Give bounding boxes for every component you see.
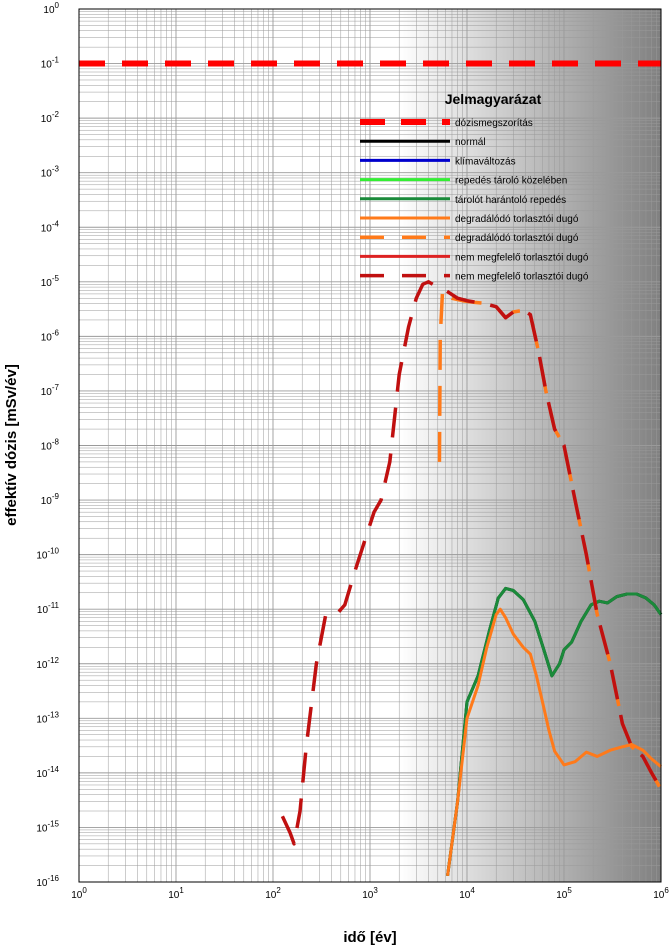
y-tick-label: 10-9 <box>41 492 60 507</box>
legend-label: tárolót harántoló repedés <box>455 195 566 206</box>
legend-label: normál <box>455 137 486 148</box>
y-tick-label: 10-5 <box>41 274 60 289</box>
series-lines <box>79 60 663 876</box>
legend-label: degradálódó torlasztói dugó <box>455 233 579 244</box>
legend-label: nem megfelelő torlasztói dugó <box>455 252 589 263</box>
legend-label: repedés tároló közelében <box>455 176 567 187</box>
tick-labels: 100 101 102 103 104 105 106 100 10-1 10-2 10-3 10-4… <box>36 1 669 901</box>
legend-title: Jelmagyarázat <box>445 91 542 107</box>
y-tick-label: 10-7 <box>41 383 60 398</box>
x-tick-label: 100 <box>71 886 87 901</box>
x-tick-label: 102 <box>265 886 281 901</box>
series-line-8 <box>280 280 663 846</box>
x-axis-label: idő [év] <box>343 929 396 946</box>
grid <box>78 9 661 883</box>
x-tick-label: 104 <box>459 886 475 901</box>
y-tick-label: 10-10 <box>36 547 59 562</box>
series-line-4 <box>446 586 663 876</box>
y-tick-label: 10-11 <box>37 601 60 616</box>
x-tick-label: 105 <box>556 886 572 901</box>
x-tick-label: 106 <box>653 886 669 901</box>
y-tick-label: 10-15 <box>36 819 59 834</box>
legend-label: degradálódó torlasztói dugó <box>455 214 579 225</box>
plot-frame <box>78 8 662 883</box>
y-tick-label: 10-2 <box>41 110 60 125</box>
x-tick-label: 101 <box>168 886 184 901</box>
y-tick-label: 10-16 <box>36 874 59 889</box>
y-tick-label: 10-14 <box>36 765 59 780</box>
y-tick-label: 10-13 <box>36 710 59 725</box>
y-tick-label: 100 <box>43 1 59 16</box>
y-tick-label: 10-12 <box>36 656 59 671</box>
y-tick-label: 10-8 <box>41 438 60 453</box>
y-tick-label: 10-6 <box>41 328 60 343</box>
x-tick-label: 103 <box>362 886 378 901</box>
y-tick-label: 10-1 <box>41 56 60 71</box>
y-axis-label: effektív dózis [mSv/év] <box>3 364 20 526</box>
legend: Jelmagyarázat dózismegszorítás normál klíma… <box>360 91 589 283</box>
legend-label: dózismegszorítás <box>455 118 533 129</box>
y-tick-label: 10-3 <box>41 165 60 180</box>
y-tick-label: 10-4 <box>41 219 60 234</box>
series-line-5 <box>446 607 662 876</box>
legend-label: klímaváltozás <box>455 156 516 167</box>
legend-label: nem megfelelő torlasztói dugó <box>455 272 589 283</box>
